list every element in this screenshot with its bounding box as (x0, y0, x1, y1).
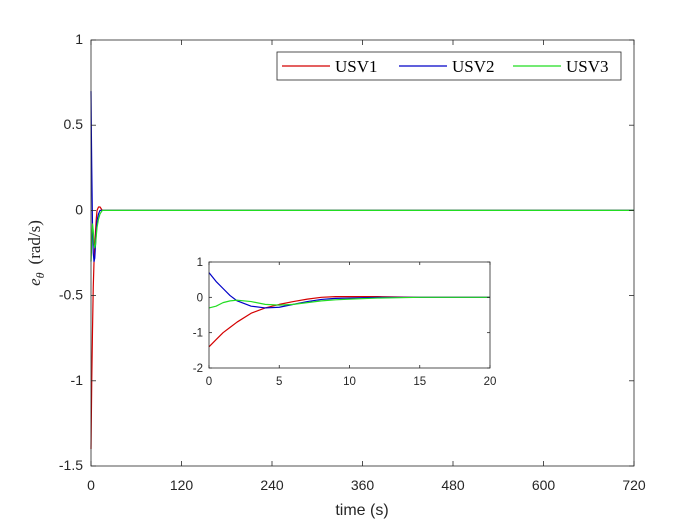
main-x-axis: 0 120 240 360 480 600 720 (87, 40, 646, 493)
main-y-tick-label: -1 (71, 372, 84, 388)
main-y-tick-label: 0.5 (64, 116, 84, 132)
main-axes: 0 120 240 360 480 600 720 -1.5-1-0.500.51 (59, 31, 646, 493)
legend-label-usv1: USV1 (335, 57, 378, 76)
inset-series-usv2 (208, 272, 490, 309)
main-x-tick-label: 120 (170, 477, 194, 493)
inset-series-group (208, 272, 490, 348)
y-axis-label-subscript: θ (33, 272, 47, 278)
main-x-tick-label: 240 (260, 477, 284, 493)
main-x-tick-label: 360 (351, 477, 375, 493)
y-axis-label: eθ (rad/s) (25, 220, 47, 286)
y-axis-label-unit: (rad/s) (25, 220, 44, 264)
inset-series-usv3 (208, 296, 490, 309)
inset-y-tick-label: 0 (197, 292, 203, 304)
main-plot-area (91, 40, 634, 466)
inset-x-tick-label: 20 (484, 376, 497, 388)
main-y-tick-label: 0 (75, 201, 83, 217)
inset-x-tick-label: 5 (276, 376, 282, 388)
inset-x-tick-label: 15 (413, 376, 426, 388)
legend: USV1 USV2 USV3 (276, 51, 622, 81)
main-series-group (90, 91, 634, 449)
y-axis-label-group: eθ (rad/s) (25, 220, 47, 286)
inset-series-usv1 (208, 296, 490, 348)
legend-box (276, 51, 622, 81)
main-x-tick-label: 720 (622, 477, 646, 493)
main-series-usv3 (90, 209, 634, 262)
inset-x-axis: 0 5 10 15 20 (206, 262, 497, 388)
main-x-tick-label: 0 (87, 477, 95, 493)
inset-plot-area (209, 262, 490, 368)
main-series-usv1 (90, 206, 634, 449)
main-y-tick-label: 1 (75, 31, 83, 47)
main-y-axis: -1.5 -1 -0.5 0 0.5 1 (59, 31, 634, 473)
inset-x-tick-label: 10 (343, 376, 356, 388)
main-y-tick-label: -1.5 (59, 457, 83, 473)
x-axis-label: time (s) (335, 502, 388, 519)
inset-x-tick-label: 0 (206, 376, 212, 388)
inset-y-tick-label: -1 (193, 328, 203, 340)
main-y-tick-label: -0.5 (59, 287, 83, 303)
inset-axes: 0 5 10 15 20 -2 -1 0 1 (193, 257, 497, 388)
y-axis-label-symbol: e (25, 278, 44, 286)
main-x-tick-label: 480 (441, 477, 465, 493)
legend-label-usv3: USV3 (566, 57, 609, 76)
inset-y-tick-label: -2 (193, 363, 203, 375)
legend-label-usv2: USV2 (452, 57, 495, 76)
inset-y-axis: -2 -1 0 1 (193, 257, 490, 375)
inset-y-tick-label: 1 (197, 257, 203, 269)
main-x-tick-label: 600 (532, 477, 556, 493)
